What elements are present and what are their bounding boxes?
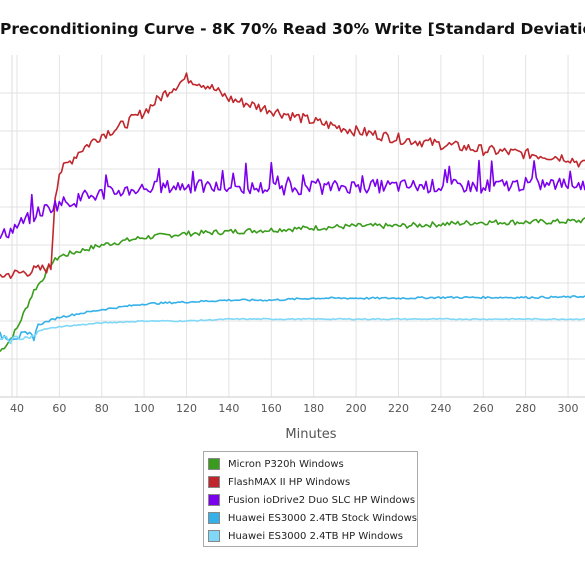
legend-item: Huawei ES3000 2.4TB HP Windows (208, 527, 417, 545)
series-line-0 (0, 217, 585, 352)
legend-swatch (208, 530, 220, 542)
series-layer (0, 72, 585, 352)
chart-title: Preconditioning Curve - 8K 70% Read 30% … (0, 20, 585, 38)
x-tick-label: 300 (558, 402, 579, 415)
legend-swatch (208, 512, 220, 524)
legend-item: FlashMAX II HP Windows (208, 473, 417, 491)
x-tick-label: 240 (430, 402, 451, 415)
x-tick-label: 120 (176, 402, 197, 415)
series-line-2 (0, 159, 585, 240)
x-tick-label: 180 (303, 402, 324, 415)
grid-layer (0, 55, 585, 398)
legend-label: FlashMAX II HP Windows (228, 476, 351, 488)
legend-swatch (208, 494, 220, 506)
legend-swatch (208, 476, 220, 488)
x-tick-label: 60 (52, 402, 66, 415)
legend-label: Fusion ioDrive2 Duo SLC HP Windows (228, 494, 416, 506)
legend-label: Micron P320h Windows (228, 458, 344, 470)
tick-layer: 40 60 80 100 120 140 160 180 200 220 240 260 280 300 (10, 402, 579, 415)
series-line-1 (0, 72, 585, 280)
x-tick-label: 200 (346, 402, 367, 415)
x-tick-label: 80 (95, 402, 109, 415)
x-tick-label: 100 (134, 402, 155, 415)
legend-item: Micron P320h Windows (208, 455, 417, 473)
legend-item: Fusion ioDrive2 Duo SLC HP Windows (208, 491, 417, 509)
x-tick-label: 140 (218, 402, 239, 415)
legend-swatch (208, 458, 220, 470)
x-tick-label: 160 (261, 402, 282, 415)
legend-item: Huawei ES3000 2.4TB Stock Windows (208, 509, 417, 527)
legend: Micron P320h Windows FlashMAX II HP Windo… (203, 451, 418, 547)
legend-label: Huawei ES3000 2.4TB Stock Windows (227, 512, 417, 524)
x-axis-title: Minutes (285, 427, 336, 442)
x-tick-label: 280 (515, 402, 536, 415)
x-tick-label: 40 (10, 402, 24, 415)
legend-label: Huawei ES3000 2.4TB HP Windows (228, 530, 403, 542)
series-line-3 (0, 295, 585, 342)
x-tick-label: 260 (473, 402, 494, 415)
series-line-4 (0, 317, 585, 345)
x-tick-label: 220 (388, 402, 409, 415)
